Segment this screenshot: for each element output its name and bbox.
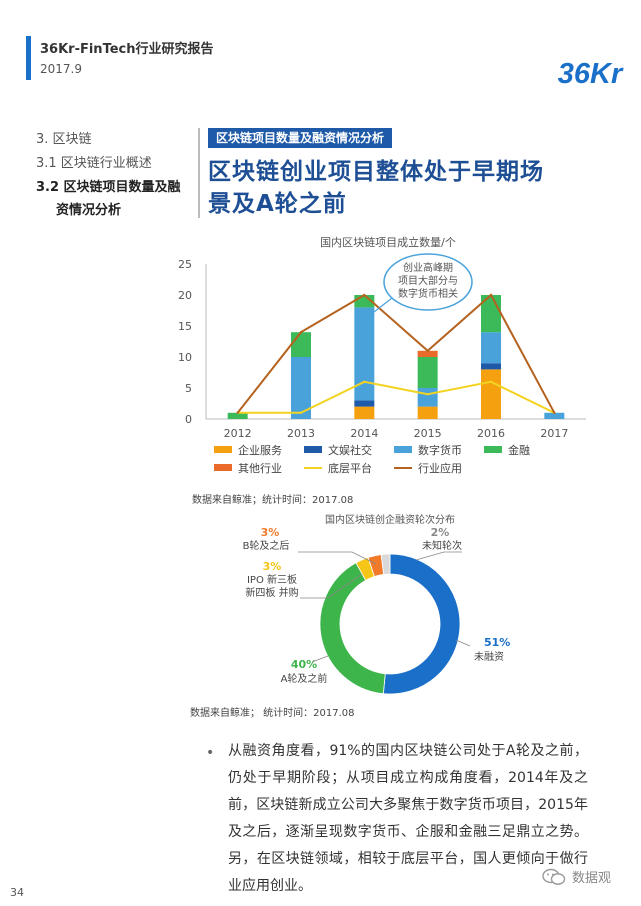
x-tick-label: 2016 — [477, 427, 505, 440]
slice-percent: 2% — [431, 526, 450, 539]
line-point — [553, 411, 556, 414]
analysis-paragraph: 从融资角度看，91%的国内区块链公司处于A轮及之前，仍处于早期阶段；从项目成立构… — [228, 743, 588, 894]
series-line — [236, 293, 556, 414]
leader-line — [298, 551, 377, 565]
slice-percent: 3% — [261, 526, 280, 539]
bar-segment — [417, 406, 438, 419]
logo-text: 36Kr — [558, 58, 624, 90]
legend-swatch — [484, 446, 502, 453]
legend-label: 行业应用 — [418, 461, 462, 475]
legend-swatch — [304, 446, 322, 453]
headline-line-1: 区块链创业项目整体处于早期场 — [208, 159, 544, 185]
x-tick-label: 2012 — [224, 427, 252, 440]
bar-segment — [291, 357, 311, 419]
bar-segment — [227, 412, 248, 419]
slice-label: 未知轮次 — [422, 539, 462, 552]
legend-label: 企业服务 — [238, 443, 282, 457]
annotation-pointer — [373, 297, 393, 313]
donut-slice — [380, 553, 391, 575]
y-tick-label: 5 — [185, 382, 192, 395]
line-point — [299, 411, 303, 414]
y-tick-label: 20 — [178, 289, 192, 302]
watermark-text: 数据观 — [572, 871, 612, 886]
headline-line-2: 景及A轮之前 — [208, 191, 347, 217]
nav-item-projects-financing-cont[interactable]: 资情况分析 — [56, 203, 122, 218]
donut-data-source: 数据来自鲸准； 统计时间：2017.08 — [190, 706, 355, 719]
slice-percent: 51% — [484, 636, 510, 649]
wechat-icon — [542, 868, 566, 885]
x-tick-label: 2013 — [287, 427, 315, 440]
nav-item-projects-financing[interactable]: 3.2 区块链项目数量及融 — [36, 180, 181, 195]
line-point — [236, 411, 239, 414]
slice-percent: 40% — [291, 658, 317, 671]
y-tick-label: 10 — [178, 351, 192, 364]
bar-segment — [481, 363, 501, 370]
leader-line — [300, 573, 363, 599]
line-point — [489, 293, 493, 297]
bar-segment — [354, 400, 375, 407]
legend-swatch — [214, 464, 232, 471]
page-number: 34 — [10, 886, 24, 899]
y-tick-label: 0 — [185, 413, 192, 426]
x-tick-label: 2015 — [414, 427, 442, 440]
donut-slice — [319, 562, 386, 695]
line-point — [299, 331, 303, 334]
slice-label: IPO 新三板 — [247, 573, 297, 586]
x-tick-label: 2017 — [540, 427, 568, 440]
leader-line — [311, 655, 329, 663]
leader-line — [415, 551, 462, 561]
legend-swatch — [214, 446, 232, 453]
slice-percent: 3% — [263, 560, 282, 573]
bar-segment — [481, 332, 501, 364]
slice-label: B轮及之后 — [243, 539, 290, 552]
nav-divider — [198, 128, 200, 218]
report-date: 2017.9 — [40, 62, 82, 76]
slice-label: A轮及之前 — [281, 672, 328, 685]
legend-swatch — [394, 446, 412, 453]
nav-item-overview[interactable]: 3.1 区块链行业概述 — [36, 156, 152, 171]
annotation-text: 项目大部分与 — [398, 274, 458, 287]
line-point — [426, 393, 429, 396]
slice-label: 未融资 — [474, 651, 504, 663]
report-title: 36Kr-FinTech行业研究报告 — [40, 42, 214, 57]
slice-label: 新四板 并购 — [245, 586, 298, 599]
line-point — [489, 380, 493, 383]
bar-segment — [354, 406, 375, 419]
header-accent-bar — [26, 36, 31, 80]
line-point — [426, 349, 429, 352]
annotation-text: 数字货币相关 — [398, 287, 458, 300]
legend-label: 数字货币 — [418, 443, 462, 457]
bar-segment — [544, 412, 565, 419]
legend-label: 底层平台 — [328, 461, 372, 475]
line-point — [363, 380, 366, 383]
chart-title: 国内区块链项目成立数量/个 — [320, 235, 456, 249]
donut-slice — [382, 553, 461, 695]
legend-label: 文娱社交 — [328, 443, 372, 457]
y-tick-label: 15 — [178, 320, 192, 333]
series-line — [237, 380, 555, 414]
line-point — [363, 293, 366, 297]
donut-title: 国内区块链创企融资轮次分布 — [325, 513, 455, 526]
legend-label: 金融 — [508, 443, 530, 457]
bar-segment — [354, 307, 375, 401]
bar-segment — [417, 357, 438, 388]
section-tag: 区块链项目数量及融资情况分析 — [208, 128, 393, 148]
data-source: 数据来自鲸准；统计时间：2017.08 — [192, 493, 353, 506]
annotation-text: 创业高峰期 — [403, 261, 453, 274]
legend-label: 其他行业 — [238, 462, 282, 475]
nav-item-blockchain[interactable]: 3. 区块链 — [36, 132, 92, 147]
annotation-bubble — [383, 253, 473, 311]
bar-segment — [417, 350, 438, 357]
x-tick-label: 2014 — [350, 427, 378, 440]
leader-line — [455, 639, 471, 647]
36kr-logo: 36Kr — [558, 58, 624, 90]
bullet-dot: • — [206, 745, 215, 761]
y-tick-label: 25 — [178, 258, 192, 271]
